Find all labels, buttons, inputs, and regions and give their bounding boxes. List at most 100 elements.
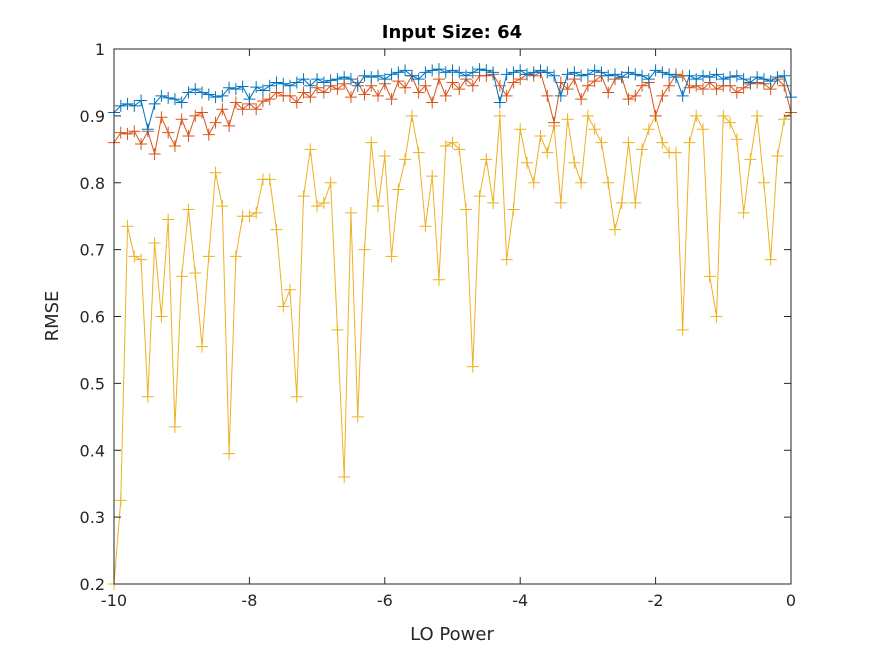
data-point-marker	[554, 89, 567, 102]
data-point-marker	[189, 267, 202, 280]
x-axis-label: LO Power	[410, 624, 494, 645]
data-point-marker	[168, 93, 181, 106]
x-tick-label: -10	[101, 591, 127, 610]
data-point-marker	[669, 146, 682, 159]
data-point-marker	[432, 63, 445, 76]
data-point-marker	[710, 83, 723, 96]
data-point-marker	[575, 176, 588, 189]
data-point-marker	[277, 77, 290, 90]
axes-background	[114, 49, 791, 584]
data-point-marker	[629, 68, 642, 81]
data-point-marker	[277, 300, 290, 313]
data-point-marker	[324, 74, 337, 87]
data-point-marker	[378, 73, 391, 86]
data-point-marker	[378, 150, 391, 162]
data-point-marker	[561, 68, 574, 81]
data-point-marker	[419, 220, 432, 233]
data-point-marker	[527, 66, 540, 79]
series-layer	[108, 63, 797, 590]
data-point-marker	[121, 220, 134, 233]
data-point-marker	[487, 196, 500, 209]
data-point-marker	[263, 173, 276, 186]
data-point-marker	[507, 203, 520, 216]
y-tick-label: 0.2	[80, 575, 105, 594]
data-point-marker	[757, 176, 770, 189]
data-point-marker	[155, 89, 168, 102]
data-point-marker	[737, 206, 750, 219]
data-point-marker	[568, 156, 581, 169]
data-point-marker	[622, 93, 635, 106]
data-point-marker	[520, 68, 533, 81]
data-point-marker	[196, 86, 209, 99]
data-point-marker	[656, 66, 669, 79]
data-point-marker	[392, 183, 405, 196]
data-point-marker	[507, 66, 520, 79]
data-point-marker	[256, 95, 269, 108]
data-point-marker	[561, 83, 574, 96]
data-point-marker	[243, 210, 256, 223]
data-point-marker	[588, 75, 601, 88]
data-point-marker	[202, 250, 215, 263]
data-point-marker	[514, 123, 527, 136]
data-point-marker	[168, 420, 181, 433]
data-point-marker	[317, 196, 330, 209]
data-point-marker	[290, 96, 303, 109]
data-point-marker	[270, 86, 283, 99]
data-point-marker	[189, 83, 202, 96]
data-point-marker	[649, 109, 662, 122]
y-tick-label: 0.8	[80, 174, 105, 193]
data-point-marker	[114, 126, 127, 139]
data-point-marker	[229, 83, 242, 96]
data-point-marker	[168, 139, 181, 152]
data-point-marker	[663, 68, 676, 81]
data-point-marker	[392, 66, 405, 79]
data-point-marker	[778, 79, 791, 92]
y-tick-label: 0.4	[80, 441, 105, 460]
data-point-marker	[304, 91, 317, 104]
data-point-marker	[487, 66, 500, 79]
data-point-marker	[284, 283, 297, 296]
data-point-marker	[236, 103, 249, 116]
data-point-marker	[446, 136, 459, 149]
data-point-marker	[541, 89, 554, 102]
data-point-marker	[480, 153, 493, 166]
data-point-marker	[554, 196, 567, 209]
data-point-marker	[358, 88, 371, 101]
y-tick-label: 0.7	[80, 241, 105, 260]
data-point-marker	[141, 390, 154, 403]
y-tick-label: 0.5	[80, 374, 105, 393]
data-point-marker	[636, 79, 649, 92]
data-point-marker	[439, 89, 452, 102]
x-tick-label: 0	[786, 591, 796, 610]
data-point-marker	[500, 253, 513, 266]
data-point-marker	[114, 99, 127, 112]
data-point-marker	[622, 66, 635, 79]
data-point-marker	[114, 494, 127, 507]
data-point-marker	[744, 153, 757, 166]
data-point-marker	[581, 79, 594, 92]
data-point-marker	[128, 99, 141, 112]
data-point-marker	[135, 253, 148, 266]
data-point-marker	[216, 89, 229, 102]
data-point-marker	[358, 69, 371, 82]
data-point-marker	[229, 96, 242, 109]
data-point-marker	[453, 83, 466, 96]
data-point-marker	[196, 340, 209, 353]
data-point-marker	[764, 75, 777, 88]
data-point-marker	[175, 270, 188, 283]
data-point-marker	[405, 109, 418, 122]
data-point-marker	[602, 69, 615, 82]
data-point-marker	[311, 200, 324, 213]
data-point-marker	[757, 73, 770, 86]
data-point-marker	[324, 176, 337, 189]
data-point-marker	[426, 96, 439, 109]
data-point-marker	[696, 83, 709, 96]
data-point-marker	[602, 176, 615, 189]
data-point-marker	[751, 71, 764, 84]
data-point-marker	[209, 91, 222, 104]
data-point-marker	[148, 147, 161, 160]
data-point-marker	[229, 250, 242, 263]
data-point-marker	[135, 137, 148, 150]
data-point-marker	[534, 64, 547, 77]
data-point-marker	[683, 69, 696, 82]
